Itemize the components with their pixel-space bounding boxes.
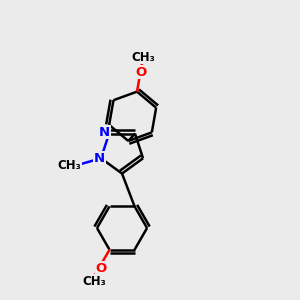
Text: CH₃: CH₃: [132, 51, 155, 64]
Text: N: N: [94, 152, 105, 165]
Text: CH₃: CH₃: [57, 159, 81, 172]
Text: O: O: [135, 66, 146, 79]
Text: CH₃: CH₃: [82, 275, 106, 288]
Text: N: N: [99, 126, 110, 139]
Text: O: O: [96, 262, 107, 275]
